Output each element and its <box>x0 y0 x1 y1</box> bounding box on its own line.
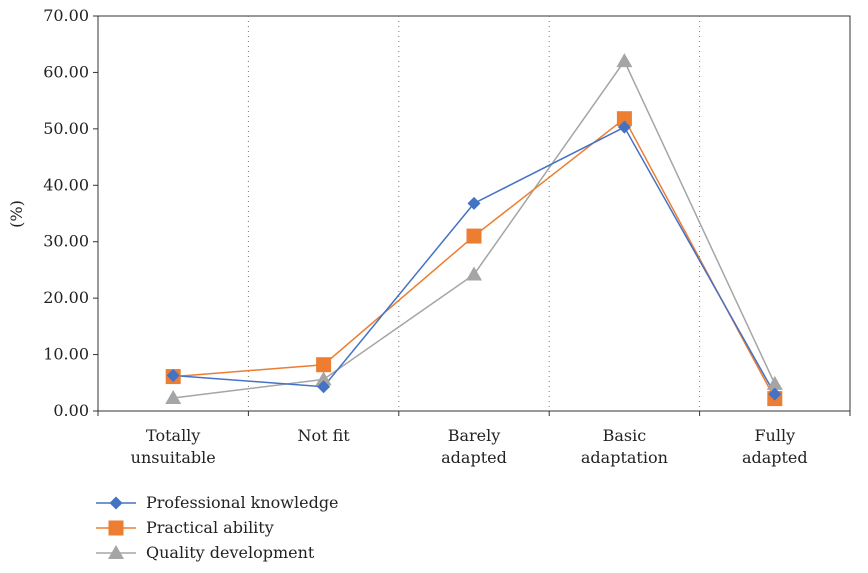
legend-label: Practical ability <box>146 518 274 537</box>
legend-label: Professional knowledge <box>146 493 339 512</box>
plot-area <box>97 15 851 412</box>
y-tick-label: 40.00 <box>43 175 89 194</box>
data-point <box>467 196 481 210</box>
data-point <box>616 111 632 127</box>
plot-border <box>97 15 851 412</box>
legend-marker <box>109 496 123 509</box>
x-category-label: Basic adaptation <box>581 426 668 467</box>
x-axis: Totally unsuitable Not fit Barely adapted Bas… <box>97 411 851 467</box>
y-axis-label: (%) <box>7 200 26 228</box>
y-tick-label: 30.00 <box>43 232 89 251</box>
series-line <box>173 117 776 399</box>
y-tick-label: 10.00 <box>43 345 89 364</box>
data-point <box>315 371 332 386</box>
legend-item: Practical ability <box>96 515 339 540</box>
y-tick-label: 70.00 <box>43 6 89 25</box>
y-tick-label: 50.00 <box>43 119 89 138</box>
legend-swatch <box>96 520 136 535</box>
x-category-label: Totally unsuitable <box>131 426 216 467</box>
legend: Professional knowledge Practical ability Q… <box>96 490 339 565</box>
data-point <box>316 357 332 373</box>
legend-swatch <box>96 496 136 509</box>
data-point <box>616 53 633 68</box>
data-point <box>317 380 331 394</box>
data-point <box>466 266 482 281</box>
data-point <box>165 390 182 405</box>
data-point <box>766 375 783 390</box>
series-markers <box>165 53 783 407</box>
x-category-label: Not fit <box>297 426 350 445</box>
legend-item: Quality development <box>96 540 339 565</box>
data-point <box>466 228 482 244</box>
y-tick-label: 60.00 <box>43 62 89 81</box>
x-category-label: Barely adapted <box>441 426 507 467</box>
y-tick-label: 0.00 <box>53 401 89 420</box>
legend-label: Quality development <box>146 543 315 562</box>
x-category-label: Fully adapted <box>742 426 808 467</box>
category-gridlines <box>247 16 701 411</box>
series-line <box>173 126 776 395</box>
legend-marker <box>108 544 124 559</box>
legend-marker <box>108 520 124 535</box>
y-tick-label: 20.00 <box>43 288 89 307</box>
data-point <box>768 387 782 401</box>
legend-item: Professional knowledge <box>96 490 339 515</box>
data-point <box>166 368 180 382</box>
data-point <box>617 120 631 134</box>
legend-swatch <box>96 544 136 559</box>
y-axis: 0.00 10.00 20.00 30.00 40.00 50.00 60.00 70.00 <box>43 6 98 420</box>
